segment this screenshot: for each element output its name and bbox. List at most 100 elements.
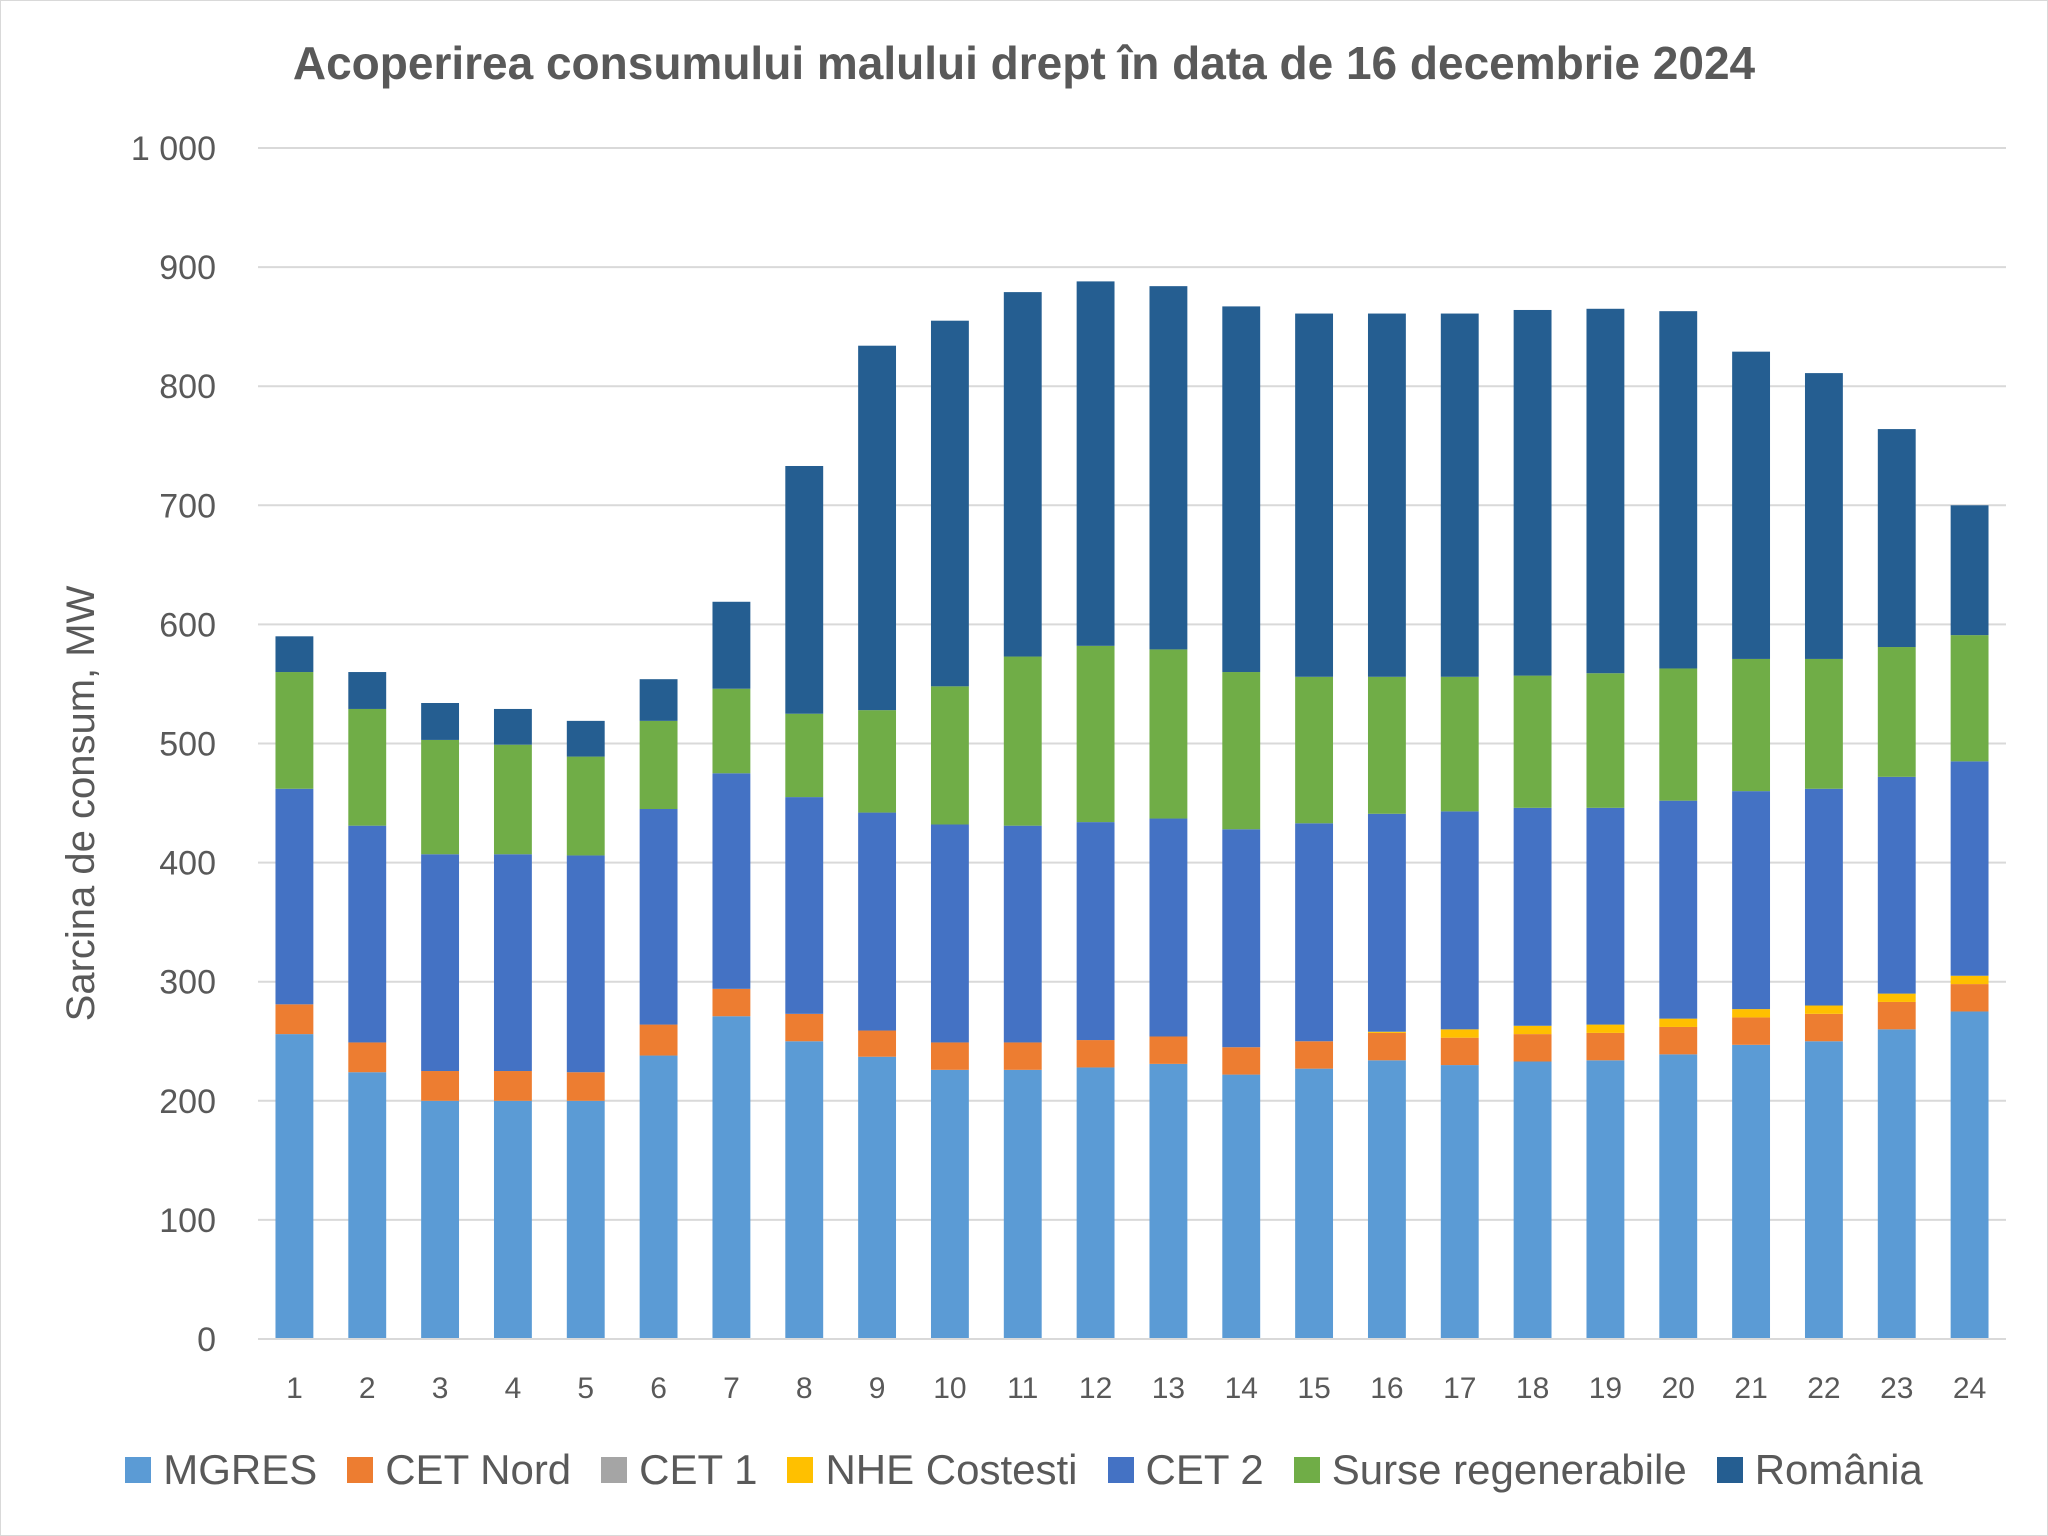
legend-label: România	[1754, 1446, 1923, 1493]
bar-segment-cet-2	[1586, 807, 1625, 1025]
legend-label: CET Nord	[385, 1446, 572, 1493]
y-tick-label: 900	[159, 249, 216, 287]
bar-segment-românia	[1222, 306, 1261, 673]
bar-segment-cet-nord	[1149, 1036, 1188, 1064]
bar-segment-românia	[1149, 286, 1188, 650]
bar-segment-mgres	[1950, 1011, 1989, 1339]
bar-segment-surse-regenerabile	[566, 756, 605, 856]
bar-segment-românia	[1732, 351, 1771, 659]
bar-segment-surse-regenerabile	[1295, 676, 1334, 824]
bar-segment-românia	[1659, 311, 1698, 669]
bar-segment-surse-regenerabile	[1513, 675, 1552, 808]
bar-segment-mgres	[1295, 1068, 1334, 1339]
bar-segment-cet-nord	[1659, 1026, 1698, 1055]
bar-segment-surse-regenerabile	[858, 710, 897, 813]
bar-segment-cet-nord	[1367, 1032, 1406, 1061]
bar-segment-surse-regenerabile	[348, 708, 387, 826]
bar-segment-surse-regenerabile	[1586, 673, 1625, 808]
bar-segment-surse-regenerabile	[1149, 649, 1188, 819]
bar-segment-mgres	[639, 1055, 678, 1339]
x-tick-label: 14	[1225, 1372, 1258, 1405]
bar-segment-mgres	[858, 1056, 897, 1339]
legend-swatch	[1107, 1457, 1134, 1483]
legend-swatch	[1293, 1457, 1320, 1483]
bar-segment-românia	[858, 345, 897, 711]
bar-segment-nhe-costesti	[1586, 1024, 1625, 1033]
x-tick-label: 8	[796, 1372, 813, 1405]
legend-item: CET 2	[1107, 1446, 1264, 1494]
bar-segment-cet-2	[1513, 807, 1552, 1026]
bar-segment-cet-nord	[566, 1072, 605, 1101]
x-tick-label: 19	[1589, 1372, 1622, 1405]
bar-segment-cet-nord	[930, 1042, 969, 1070]
legend-swatch	[347, 1457, 374, 1483]
x-tick-label: 5	[577, 1372, 594, 1405]
bar-segment-cet-2	[712, 773, 751, 989]
bar-segment-cet-2	[930, 824, 969, 1043]
bar-segment-românia	[1513, 309, 1552, 676]
x-axis-ticks: 1 2 3 4 5 6 7 8 9 10 11 12 13 14 15 16 17 18 19 20 21 22 23 24	[286, 1372, 1986, 1405]
bar-segment-mgres	[1003, 1069, 1042, 1339]
bar-segment-mgres	[1513, 1061, 1552, 1339]
bar-segment-cet-2	[1659, 800, 1698, 1019]
bar-segment-surse-regenerabile	[1003, 656, 1042, 826]
bar-segment-cet-nord	[858, 1030, 897, 1057]
bar-segment-românia	[1076, 281, 1115, 646]
bar-segment-mgres	[1440, 1065, 1479, 1339]
bar-segment-cet-2	[566, 855, 605, 1073]
bar-segment-cet-nord	[348, 1042, 387, 1073]
bar-segment-nhe-costesti	[1659, 1018, 1698, 1027]
bar-segment-mgres	[1076, 1067, 1115, 1339]
bar-segment-cet-nord	[1076, 1040, 1115, 1068]
bar-segment-cet-2	[421, 854, 460, 1072]
bar-segment-cet-2	[1440, 811, 1479, 1030]
y-tick-label: 800	[159, 368, 216, 406]
legend-label: MGRES	[163, 1446, 318, 1493]
bar-segment-românia	[785, 465, 824, 714]
bar-segment-românia	[930, 320, 969, 687]
bar-segment-surse-regenerabile	[785, 713, 824, 798]
x-tick-label: 17	[1443, 1372, 1476, 1405]
bar-segment-nhe-costesti	[1513, 1025, 1552, 1035]
bar-segment-cet-nord	[1732, 1017, 1771, 1045]
y-tick-label: 100	[159, 1202, 216, 1240]
legend: MGRES CET Nord CET 1 NHE Costesti CET 2 Surse…	[0, 1446, 2048, 1494]
bar-segment-românia	[421, 703, 460, 740]
bar-segment-cet-nord	[1877, 1001, 1916, 1030]
bar-segment-mgres	[1222, 1074, 1261, 1339]
bar-segment-nhe-costesti	[1367, 1031, 1406, 1033]
bar-segment-românia	[348, 672, 387, 709]
bar-segment-cet-nord	[421, 1071, 460, 1101]
x-tick-label: 16	[1370, 1372, 1403, 1405]
bar-segment-românia	[639, 679, 678, 721]
bar-segment-mgres	[1367, 1060, 1406, 1339]
x-tick-label: 4	[505, 1372, 522, 1405]
bar-segment-cet-2	[348, 825, 387, 1043]
legend-label: CET 1	[639, 1446, 758, 1493]
bar-segment-surse-regenerabile	[1659, 668, 1698, 801]
legend-label: CET 2	[1145, 1446, 1264, 1493]
bar-segment-mgres	[1586, 1060, 1625, 1339]
x-tick-label: 1	[286, 1372, 303, 1405]
y-tick-label: 300	[159, 964, 216, 1002]
x-tick-label: 12	[1079, 1372, 1112, 1405]
bar-segment-românia	[1367, 313, 1406, 677]
bar-segment-românia	[1440, 313, 1479, 677]
legend-item: România	[1716, 1446, 1923, 1494]
legend-item: CET Nord	[347, 1446, 571, 1494]
y-tick-label: 200	[159, 1083, 216, 1121]
y-axis-ticks: 0 100 200 300 400 500 600 700 800 900 1 000	[131, 130, 216, 1359]
bar-segment-nhe-costesti	[1732, 1009, 1771, 1018]
bar-segment-cet-2	[1149, 818, 1188, 1037]
bar-segment-cet-2	[1222, 829, 1261, 1048]
legend-label: NHE Costesti	[825, 1446, 1078, 1493]
legend-item: MGRES	[125, 1446, 317, 1494]
bar-segment-cet-2	[785, 797, 824, 1014]
bar-segment-cet-nord	[1440, 1037, 1479, 1066]
bar-segment-nhe-costesti	[1440, 1029, 1479, 1038]
legend-label: Surse regenerabile	[1331, 1446, 1687, 1493]
x-tick-label: 22	[1807, 1372, 1840, 1405]
x-tick-label: 2	[359, 1372, 376, 1405]
bar-segment-surse-regenerabile	[639, 720, 678, 810]
chart-title: Acoperirea consumului malului drept în d…	[292, 37, 1756, 89]
